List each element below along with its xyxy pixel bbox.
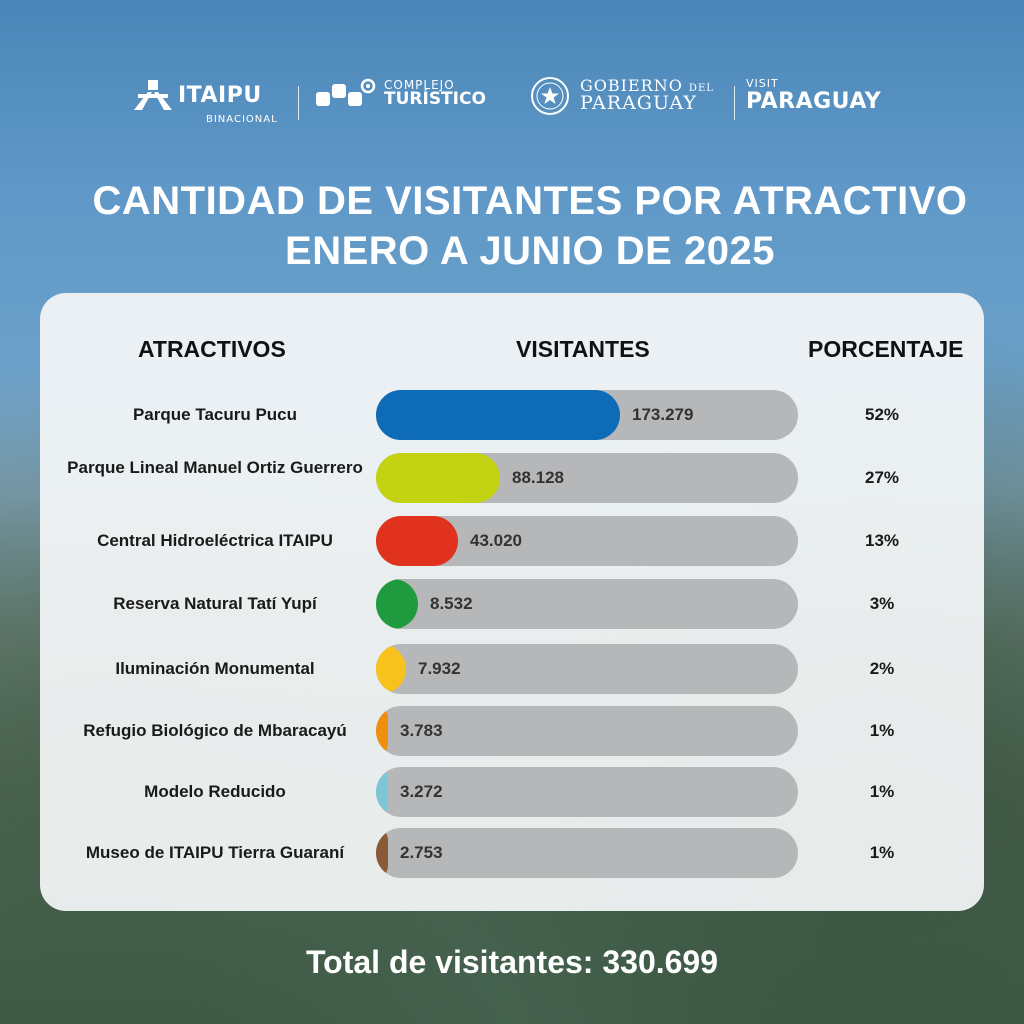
attraction-label: Parque Lineal Manuel Ortiz Guerrero (67, 458, 363, 477)
bar-fill (376, 767, 388, 817)
itaipu-wordmark: ITAIPU (178, 82, 262, 108)
visit-line1: VISIT (746, 77, 779, 90)
attraction-label: Central Hidroeléctrica ITAIPU (97, 531, 333, 550)
itaipu-subtitle: BINACIONAL (206, 114, 278, 125)
logo-divider (734, 86, 735, 120)
gobierno-del: DEL (688, 82, 714, 94)
bar-fill (376, 706, 388, 756)
title-line2: ENERO A JUNIO DE 2025 (285, 229, 775, 273)
logo-bar: ITAIPU BINACIONAL COMPLEJO TURÍSTICO GOB… (0, 72, 1024, 132)
visitors-value: 3.272 (400, 782, 443, 801)
attraction-label: Iluminación Monumental (115, 659, 315, 678)
attraction-label: Parque Tacuru Pucu (132, 405, 298, 424)
attraction-label: Museo de ITAIPU Tierra Guaraní (85, 843, 345, 862)
bar-track: 43.020 (376, 516, 798, 566)
national-seal-icon (531, 77, 569, 115)
visit-line2: PARAGUAY (746, 88, 882, 114)
header-visitors: VISITANTES (516, 336, 650, 362)
visit-paraguay-logo: VISIT PARAGUAY (746, 78, 881, 113)
gobierno-line1: GOBIERNO (580, 75, 683, 95)
bar-track: 2.753 (376, 828, 798, 878)
gobierno-paraguay-logo: GOBIERNO DEL PARAGUAY (530, 76, 714, 116)
percentage-value: 52% (864, 405, 900, 424)
page-title: CANTIDAD DE VISITANTES POR ATRACTIVO ENE… (0, 176, 1024, 276)
bar-fill (376, 644, 406, 694)
bar-fill (376, 828, 388, 878)
attraction-label: Modelo Reducido (144, 782, 286, 801)
bar-fill (376, 390, 620, 440)
header-percentage: PORCENTAJE (808, 336, 964, 362)
percentage-value: 1% (869, 782, 895, 801)
gobierno-line2: PARAGUAY (580, 92, 697, 115)
bar-track: 173.279 (376, 390, 798, 440)
visitors-value: 3.783 (400, 721, 443, 740)
visitors-value: 173.279 (632, 405, 694, 424)
visitors-value: 88.128 (512, 468, 564, 487)
title-line1: CANTIDAD DE VISITANTES POR ATRACTIVO (92, 179, 968, 223)
visitors-value: 8.532 (430, 594, 473, 613)
attraction-label: Refugio Biológico de Mbaracayú (83, 721, 347, 740)
percentage-value: 1% (869, 721, 895, 740)
header-attractions: ATRACTIVOS (138, 336, 286, 362)
itaipu-logo: ITAIPU BINACIONAL (134, 80, 277, 125)
percentage-value: 1% (869, 843, 895, 862)
visitors-value: 7.932 (418, 659, 461, 678)
itaipu-mark-icon (134, 80, 172, 110)
bar-track: 8.532 (376, 579, 798, 629)
bar-track: 3.783 (376, 706, 798, 756)
visitors-value: 43.020 (470, 531, 522, 550)
complejo-mark-icon (316, 78, 376, 106)
complejo-turistico-logo: COMPLEJO TURÍSTICO (316, 78, 486, 110)
percentage-value: 13% (864, 531, 900, 550)
bar-track: 3.272 (376, 767, 798, 817)
bar-fill (376, 516, 458, 566)
visitors-value: 2.753 (400, 843, 443, 862)
attraction-label: Reserva Natural Tatí Yupí (113, 594, 317, 613)
complejo-line2: TURÍSTICO (384, 89, 486, 110)
bar-track: 88.128 (376, 453, 798, 503)
total-visitors: Total de visitantes: 330.699 (305, 944, 719, 980)
bar-track: 7.932 (376, 644, 798, 694)
bar-fill (376, 453, 500, 503)
logo-divider (298, 86, 299, 120)
percentage-value: 27% (864, 468, 900, 487)
bar-fill (376, 579, 418, 629)
percentage-value: 2% (869, 659, 895, 678)
percentage-value: 3% (869, 594, 895, 613)
complejo-line1: COMPLEJO (384, 77, 455, 92)
